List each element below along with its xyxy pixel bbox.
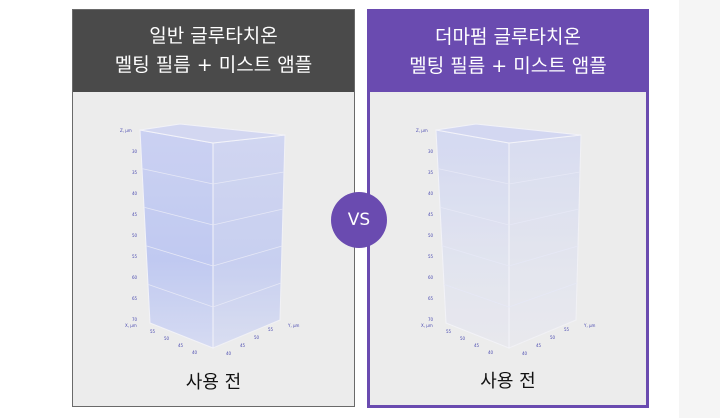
z-tick-label: 65 (132, 296, 138, 301)
z-tick-label: 45 (428, 212, 434, 217)
y-tick-label: 50 (254, 335, 260, 340)
z-axis-label: Z, µm (120, 128, 132, 133)
x-tick-label: 45 (474, 343, 480, 348)
panel-title-line2: 멜팅 필름 + 미스트 앰플 (114, 54, 313, 76)
z-tick-label: 40 (428, 191, 434, 196)
z-tick-label: 60 (132, 275, 138, 280)
y-tick-label: 40 (226, 351, 232, 356)
vs-badge: VS (331, 192, 387, 248)
z-tick-label: 35 (132, 170, 138, 175)
panel-title-line1: 일반 글루타치온 (149, 25, 278, 47)
cube-grid-line (439, 206, 580, 226)
cube-grid-line (141, 168, 285, 185)
cube-grid-line (443, 282, 578, 308)
x-tick-label: 50 (460, 336, 466, 341)
cube-left-face (435, 129, 510, 349)
z-tick-label: 70 (132, 317, 138, 322)
y-tick-label: 55 (564, 327, 570, 332)
panel-caption: 사용 전 (185, 372, 242, 393)
x-tick-label: 40 (488, 350, 494, 355)
x-axis-label: X, µm (125, 323, 137, 328)
x-tick-label: 55 (150, 329, 156, 334)
z-tick-label: 65 (428, 296, 434, 301)
z-tick-label: 55 (132, 254, 138, 259)
panel-header: 일반 글루타치온 멜팅 필름 + 미스트 앰플 (73, 10, 354, 92)
z-tick-label: 55 (428, 254, 434, 259)
y-tick-label: 45 (240, 343, 246, 348)
cube-right-face (508, 134, 582, 349)
cube-top-face (435, 123, 582, 144)
cube-left-face (139, 129, 214, 349)
z-tick-label: 30 (132, 149, 138, 154)
panel-caption: 사용 전 (480, 371, 536, 392)
y-axis-label: Y, µm (583, 323, 596, 328)
scan-cube-dermafirm: Z, µm 30 35 40 45 50 55 60 65 70X, µm 55 50 45 40 Y, µ… (416, 123, 596, 356)
cube-top-face (139, 123, 286, 144)
y-tick-label: 55 (268, 327, 274, 332)
z-tick-label: 45 (132, 212, 138, 217)
y-tick-label: 50 (550, 335, 556, 340)
x-tick-label: 40 (192, 350, 198, 355)
z-axis-label: Z, µm (416, 128, 428, 133)
z-tick-label: 70 (428, 317, 434, 322)
panel-header: 더마펌 글루타치온 멜팅 필름 + 미스트 앰플 (370, 12, 646, 92)
page-side-strip (679, 0, 720, 418)
cube-grid-line (147, 282, 282, 308)
x-tick-label: 45 (178, 343, 184, 348)
z-tick-label: 50 (428, 233, 434, 238)
y-tick-label: 45 (536, 343, 542, 348)
panel-title-line1: 더마펌 글루타치온 (435, 26, 581, 48)
cube-grid-line (437, 168, 581, 185)
x-tick-label: 55 (446, 329, 452, 334)
y-axis-label: Y, µm (287, 323, 300, 328)
y-tick-label: 40 (522, 351, 528, 356)
z-tick-label: 35 (428, 170, 434, 175)
z-tick-label: 60 (428, 275, 434, 280)
cube-right-face (212, 134, 286, 349)
z-tick-label: 40 (132, 191, 138, 196)
cube-grid-line (143, 206, 284, 226)
cube-grid-line (441, 245, 579, 267)
x-tick-label: 50 (164, 336, 170, 341)
x-axis-label: X, µm (421, 323, 433, 328)
panel-title-line2: 멜팅 필름 + 미스트 앰플 (409, 55, 607, 77)
scan-cube-regular: Z, µm 30 35 40 45 50 55 60 65 70X, µm 55 50 45 40 Y, µ… (120, 123, 300, 356)
z-tick-label: 30 (428, 149, 434, 154)
z-tick-label: 50 (132, 233, 138, 238)
cube-grid-line (145, 245, 283, 267)
